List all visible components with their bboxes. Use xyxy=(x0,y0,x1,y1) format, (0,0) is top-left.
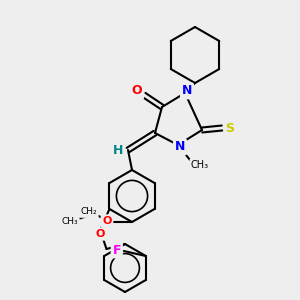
Text: O: O xyxy=(96,229,105,239)
Text: CH₃: CH₃ xyxy=(62,218,78,226)
Text: S: S xyxy=(226,122,235,134)
Text: H: H xyxy=(113,143,123,157)
Text: CH₂: CH₂ xyxy=(81,208,97,217)
Text: O: O xyxy=(102,216,112,226)
Text: O: O xyxy=(132,85,142,98)
Text: F: F xyxy=(112,244,121,256)
Text: CH₃: CH₃ xyxy=(191,160,209,170)
Text: N: N xyxy=(182,85,192,98)
Text: N: N xyxy=(175,140,185,154)
